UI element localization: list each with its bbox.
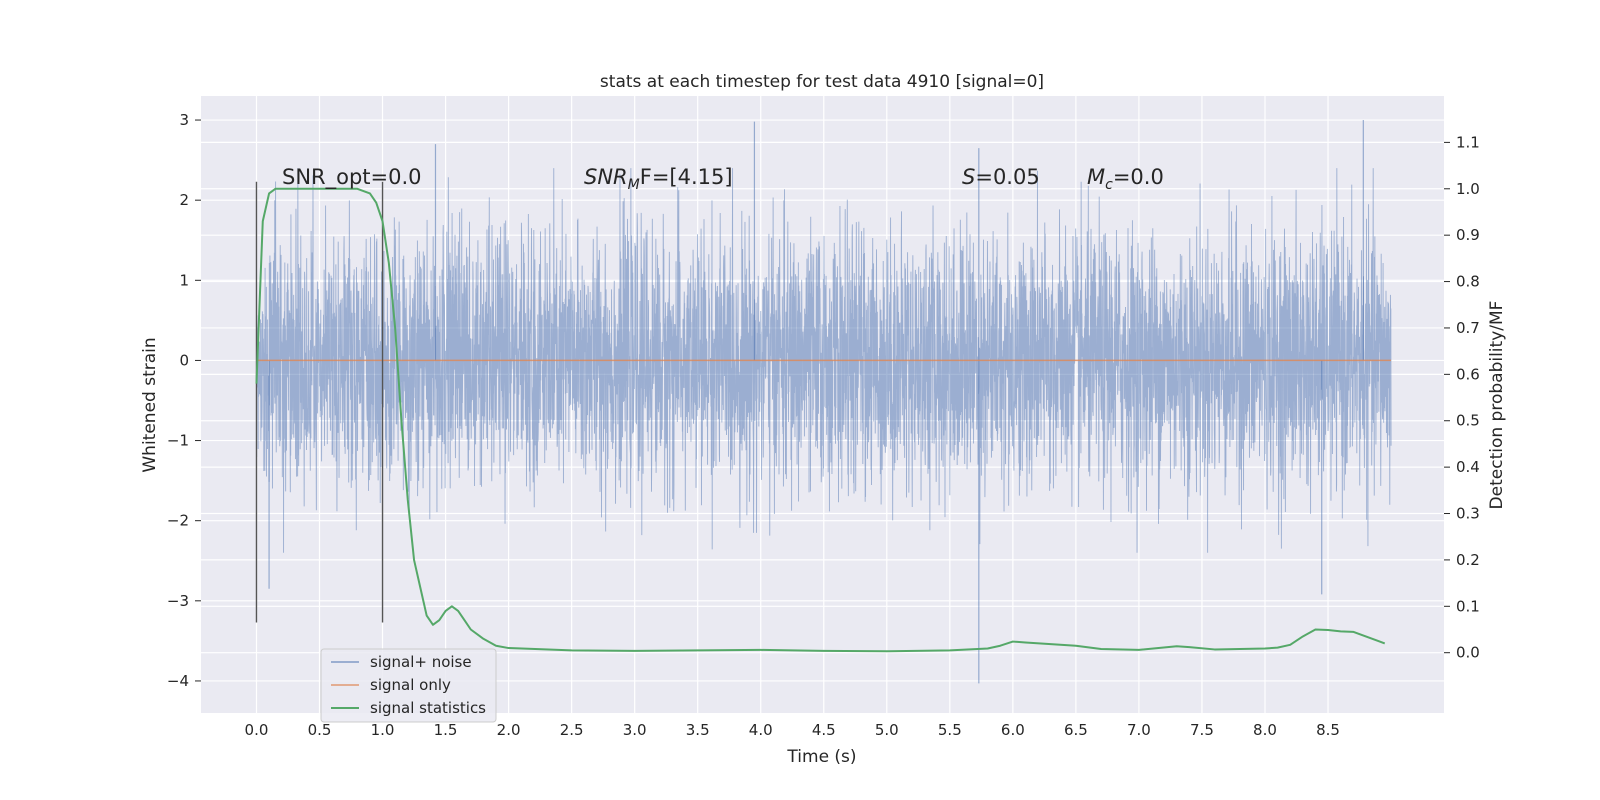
y2-tick-label-9: 0.9	[1456, 226, 1480, 244]
x-tick-label-16: 8.0	[1253, 721, 1277, 739]
legend-label-signal-statistics: signal statistics	[370, 699, 486, 717]
y2-tick-label-1: 0.1	[1456, 597, 1480, 615]
series-signal-statistics	[255, 187, 1386, 653]
x-tick-label-7: 3.5	[686, 721, 710, 739]
y2-tick-label-7: 0.7	[1456, 319, 1480, 337]
y2-tick-label-4: 0.4	[1456, 458, 1480, 476]
legend-label-signal-only: signal only	[370, 676, 451, 694]
annotation-mc: Mc=0.0	[1087, 165, 1164, 193]
legend: signal+ noise signal only signal statist…	[320, 648, 497, 723]
x-tick-label-15: 7.5	[1190, 721, 1214, 739]
y-axis-ticks: −4 −3 −2 −1 0 1 2 3	[167, 111, 201, 690]
y2-axis-label: Detection probability/MF	[1487, 301, 1507, 510]
annotation-snr-mf: SNRMF=[4.15]	[584, 165, 733, 193]
legend-label-signal-noise: signal+ noise	[370, 653, 472, 671]
chart-title: stats at each timestep for test data 491…	[600, 72, 1044, 92]
vertical-markers	[255, 181, 384, 623]
x-tick-label-8: 4.0	[749, 721, 773, 739]
x-tick-label-3: 1.5	[434, 721, 458, 739]
y2-tick-label-10: 1.0	[1456, 180, 1480, 198]
x-tick-label-5: 2.5	[560, 721, 584, 739]
y2-tick-label-8: 0.8	[1456, 273, 1480, 291]
y-tick-label-0: −4	[167, 672, 189, 690]
y-tick-label-2: −2	[167, 512, 189, 530]
y2-axis-ticks: 0.0 0.1 0.2 0.3 0.4 0.5 0.6 0.7 0.8 0.9 1.0 1.1	[1444, 133, 1480, 662]
y-tick-label-1: −3	[167, 592, 189, 610]
y-tick-label-3: −1	[167, 432, 189, 450]
y-tick-label-7: 3	[179, 111, 189, 129]
y-tick-label-5: 1	[179, 271, 189, 289]
y2-tick-label-11: 1.1	[1456, 133, 1480, 151]
x-tick-label-13: 6.5	[1064, 721, 1088, 739]
legend-box	[320, 648, 497, 723]
y-tick-label-4: 0	[179, 351, 189, 369]
x-tick-label-17: 8.5	[1316, 721, 1340, 739]
series-signal-noise	[256, 120, 1392, 684]
y2-tick-label-3: 0.3	[1456, 505, 1480, 523]
annotation-mc-base: M	[1087, 165, 1105, 189]
y-tick-label-6: 2	[179, 191, 189, 209]
y2-tick-label-5: 0.5	[1456, 412, 1480, 430]
signal-statistics-line	[255, 187, 1386, 653]
annotation-snr-mf-sub: M	[628, 177, 640, 193]
y-axis-label: Whitened strain	[140, 337, 160, 472]
annotation-snr-mf-rest: F=[4.15]	[640, 165, 733, 189]
x-tick-label-4: 2.0	[497, 721, 521, 739]
annotation-s-symbol: S	[962, 165, 975, 189]
x-tick-label-12: 6.0	[1001, 721, 1025, 739]
x-axis-label: Time (s)	[786, 747, 856, 767]
y2-tick-label-6: 0.6	[1456, 365, 1480, 383]
annotation-s-value: =0.05	[975, 165, 1039, 189]
noise-trace	[256, 168, 1392, 553]
annotation-snr-opt: SNR_opt=0.0	[282, 165, 422, 190]
x-tick-label-6: 3.0	[623, 721, 647, 739]
x-tick-label-0: 0.0	[245, 721, 269, 739]
x-tick-label-11: 5.5	[938, 721, 962, 739]
y2-tick-label-2: 0.2	[1456, 551, 1480, 569]
annotation-s: S=0.05	[962, 165, 1040, 189]
x-tick-label-1: 0.5	[308, 721, 332, 739]
annotation-mc-sub: c	[1105, 177, 1113, 193]
x-tick-label-14: 7.0	[1127, 721, 1151, 739]
annotation-mc-value: =0.0	[1113, 165, 1164, 189]
annotation-snr-mf-base: SNR	[584, 165, 628, 189]
x-tick-label-2: 1.0	[371, 721, 395, 739]
x-tick-label-9: 4.5	[812, 721, 836, 739]
x-tick-label-10: 5.0	[875, 721, 899, 739]
x-axis-ticks: 0.0 0.5 1.0 1.5 2.0 2.5 3.0 3.5 4.0 4.5 5.0 5.5 6.0 6…	[245, 721, 1340, 739]
y2-tick-label-0: 0.0	[1456, 644, 1480, 662]
